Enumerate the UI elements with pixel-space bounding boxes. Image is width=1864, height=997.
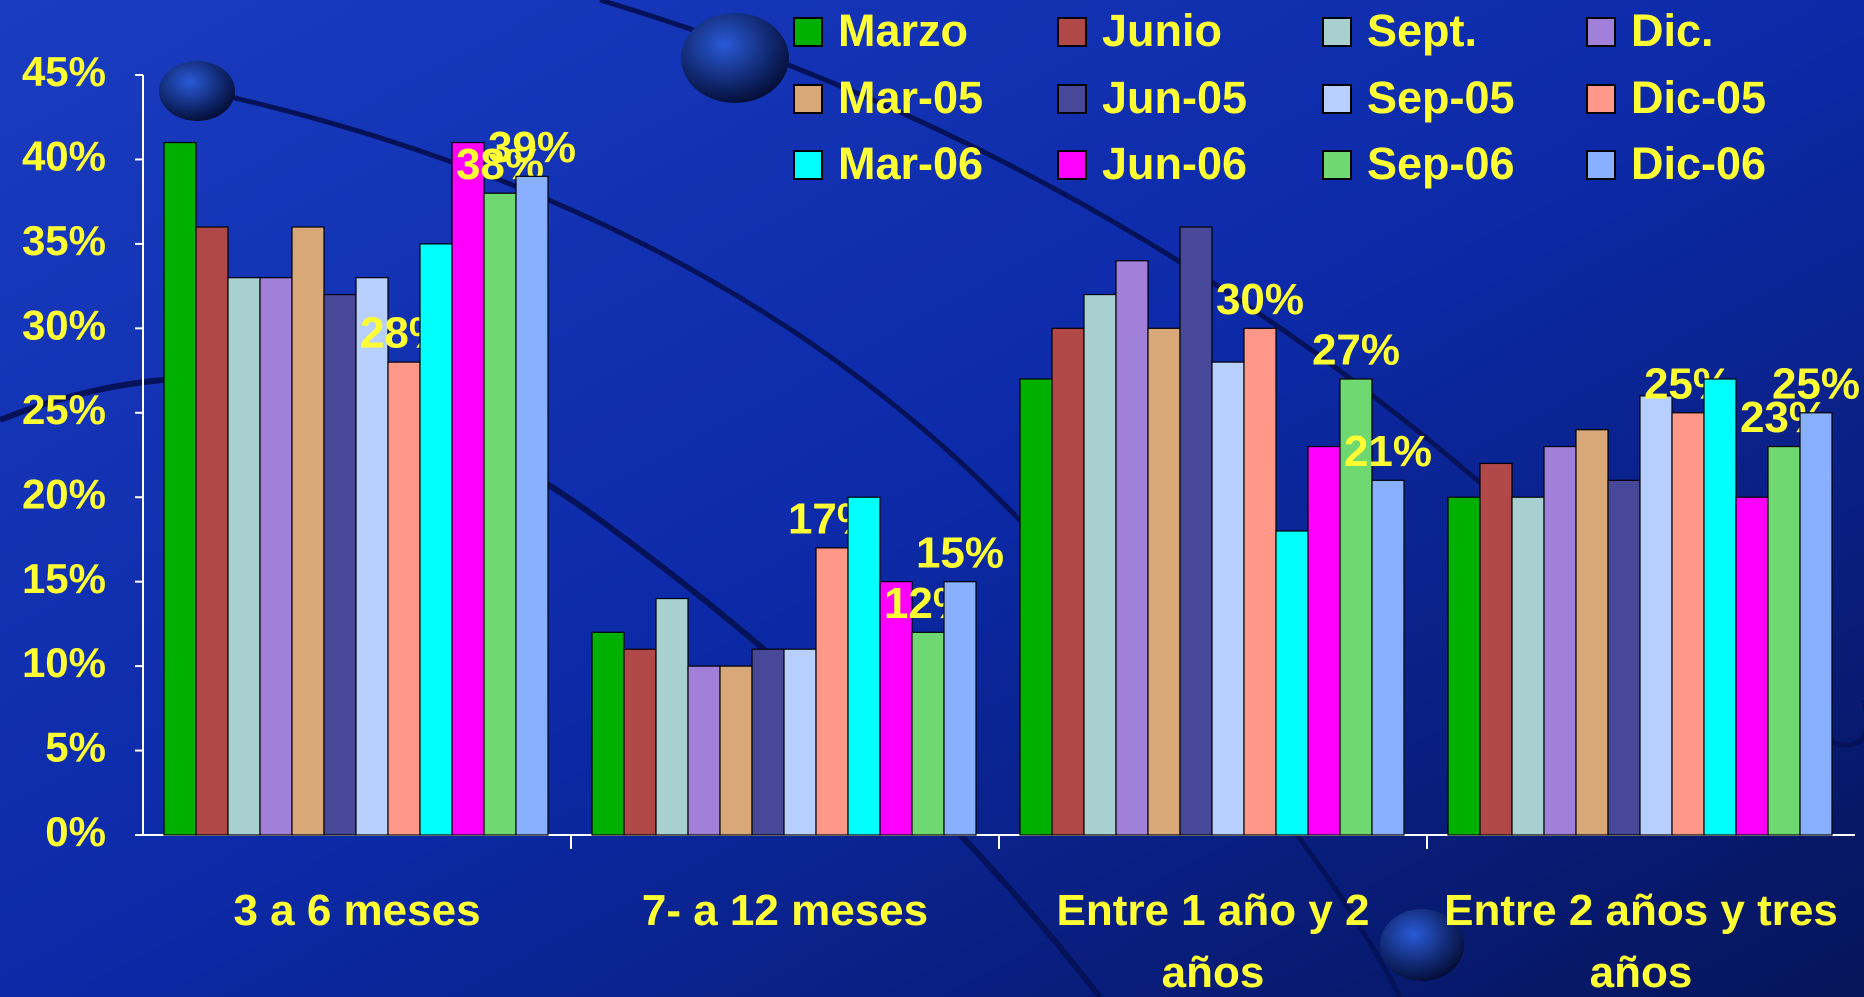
- legend-label: Dic-05: [1631, 72, 1766, 123]
- bar: [1640, 396, 1672, 835]
- bar: [1672, 413, 1704, 835]
- bar: [1180, 227, 1212, 835]
- bar: [1448, 497, 1480, 835]
- y-tick-label: 15%: [22, 555, 106, 602]
- bar: [1576, 430, 1608, 835]
- bar: [1372, 480, 1404, 835]
- legend-label: Sep-05: [1367, 72, 1515, 123]
- legend-label: Jun-06: [1102, 138, 1247, 189]
- y-tick-label: 5%: [45, 724, 106, 771]
- bar: [1512, 497, 1544, 835]
- bar: [1480, 463, 1512, 835]
- y-tick-label: 30%: [22, 301, 106, 348]
- legend-swatch: [794, 18, 822, 46]
- bar: [516, 176, 548, 835]
- page: {"chart_data": {"type": "bar", "categori…: [0, 0, 1864, 997]
- bar: [420, 244, 452, 835]
- bar: [1020, 379, 1052, 835]
- bar: [720, 666, 752, 835]
- data-label: 21%: [1344, 427, 1432, 476]
- bar: [1608, 480, 1640, 835]
- data-label: 25%: [1772, 359, 1860, 408]
- bar: [752, 649, 784, 835]
- y-tick-label: 0%: [45, 808, 106, 855]
- legend-label: Jun-05: [1102, 72, 1247, 123]
- bar: [656, 599, 688, 835]
- legend-label: Junio: [1102, 5, 1222, 56]
- bar: [1704, 379, 1736, 835]
- legend-label: Mar-06: [838, 138, 983, 189]
- legend-label: Sept.: [1367, 5, 1477, 56]
- bar: [624, 649, 656, 835]
- x-tick-label: 7- a 12 meses: [585, 880, 985, 942]
- bar: [1308, 447, 1340, 835]
- bar: [356, 278, 388, 835]
- bar: [260, 278, 292, 835]
- data-label: 27%: [1312, 326, 1400, 375]
- bar: [324, 295, 356, 835]
- bar: [1244, 328, 1276, 835]
- y-tick-label: 25%: [22, 386, 106, 433]
- y-tick-label: 20%: [22, 470, 106, 517]
- decor-orb: [681, 13, 789, 103]
- y-tick-label: 40%: [22, 133, 106, 180]
- bar: [1148, 328, 1180, 835]
- legend-swatch: [1587, 151, 1615, 179]
- legend-label: Marzo: [838, 5, 968, 56]
- legend-swatch: [1058, 85, 1086, 113]
- bar: [592, 632, 624, 835]
- bar: [484, 193, 516, 835]
- bar: [1052, 328, 1084, 835]
- bar: [1800, 413, 1832, 835]
- bar: [1276, 531, 1308, 835]
- bar: [1736, 497, 1768, 835]
- bar: [228, 278, 260, 835]
- bar: [944, 582, 976, 835]
- legend-swatch: [794, 151, 822, 179]
- legend-swatch: [1587, 85, 1615, 113]
- bar: [1084, 295, 1116, 835]
- legend-label: Dic-06: [1631, 138, 1766, 189]
- legend-swatch: [1323, 151, 1351, 179]
- chart: 0%5%10%15%20%25%30%35%40%45%28%17%30%25%…: [0, 0, 1864, 997]
- bar: [196, 227, 228, 835]
- data-label: 30%: [1216, 275, 1304, 324]
- legend-swatch: [1058, 18, 1086, 46]
- bar: [688, 666, 720, 835]
- x-tick-label: Entre 2 años y tres años: [1441, 880, 1841, 997]
- legend-swatch: [794, 85, 822, 113]
- y-tick-label: 35%: [22, 217, 106, 264]
- bar: [784, 649, 816, 835]
- legend-swatch: [1323, 18, 1351, 46]
- x-tick-label: 3 a 6 meses: [157, 880, 557, 942]
- decor-orb: [159, 61, 235, 121]
- legend-swatch: [1323, 85, 1351, 113]
- y-tick-label: 45%: [22, 48, 106, 95]
- bar: [848, 497, 880, 835]
- legend-label: Sep-06: [1367, 138, 1515, 189]
- bar: [292, 227, 324, 835]
- bar: [912, 632, 944, 835]
- bar: [1116, 261, 1148, 835]
- bar: [1768, 447, 1800, 835]
- legend-label: Mar-05: [838, 72, 983, 123]
- bar: [1212, 362, 1244, 835]
- bar: [164, 143, 196, 835]
- data-label: 39%: [488, 123, 576, 172]
- bar: [816, 548, 848, 835]
- legend-label: Dic.: [1631, 5, 1714, 56]
- legend-swatch: [1058, 151, 1086, 179]
- data-label: 15%: [916, 528, 1004, 577]
- legend-swatch: [1587, 18, 1615, 46]
- bar: [452, 143, 484, 835]
- y-tick-label: 10%: [22, 639, 106, 686]
- bar: [1544, 447, 1576, 835]
- x-tick-label: Entre 1 año y 2 años: [1013, 880, 1413, 997]
- bar: [388, 362, 420, 835]
